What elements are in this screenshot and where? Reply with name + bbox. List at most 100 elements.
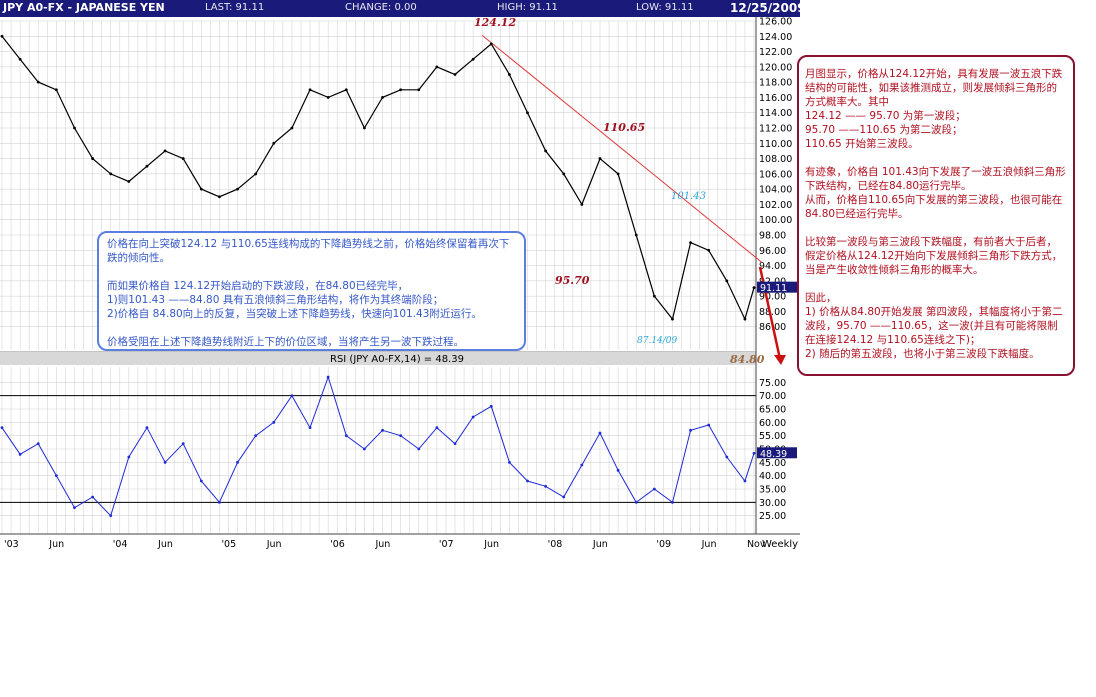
price-point [236,187,239,191]
price-point [671,317,674,321]
price-point [127,180,131,183]
rsi-point [326,375,330,379]
rsi-point [652,487,656,491]
x-tick-label: Nov [747,539,766,550]
price-point [616,172,620,176]
price-points [0,34,756,321]
rsi-title-bar [0,352,756,365]
x-tick-label: Jun [483,539,499,550]
rsi-tick-label: 45.00 [759,458,786,469]
annotation-124: 124.12 [474,17,516,29]
note-right-para: 月图显示，价格从124.12开始，具有发展一波五浪下跌结构的可能性，如果该推测成… [805,68,1063,150]
price-point [199,187,203,191]
price-point [689,241,692,245]
price-point [145,164,149,168]
x-tick-label: Jun [592,539,608,550]
price-point [18,57,22,61]
chart-header: JPY A0-FX - JAPANESE YEN LAST: 91.11 CHA… [0,0,806,17]
high-value: HIGH: 91.11 [497,2,558,13]
rsi-point [290,394,294,398]
price-point [363,126,366,130]
rsi-point [743,479,747,483]
rsi-point [344,434,348,438]
last-value: LAST: 91.11 [205,2,265,13]
price-point [752,286,756,290]
rsi-point [671,500,674,504]
price-tick-label: 96.00 [759,246,786,257]
price-point [580,203,584,206]
rsi-tick-label: 70.00 [759,391,786,402]
last-price-marker-label: 91.11 [760,283,787,294]
rsi-tick-label: 30.00 [759,498,786,509]
rsi-point [272,420,276,424]
rsi-point [580,463,584,467]
price-point [290,126,294,130]
rsi-point [0,426,4,430]
analysis-note-left: 价格在向上突破124.12 与110.65连线构成的下降趋势线之前，价格始终保留… [97,231,526,351]
price-point [399,88,403,92]
x-tick-label: Jun [48,539,64,550]
price-tick-label: 126.00 [759,17,792,28]
rsi-point [381,428,384,432]
annotation-110: 110.65 [603,121,645,134]
note-left-para: 价格受阻在上述下降趋势线附近上下的价位区域，当将产生另一波下跌过程。 [107,336,464,348]
rsi-point [91,495,95,499]
price-tick-label: 112.00 [759,124,792,135]
period-label: Weekly [762,539,798,550]
low-value: LOW: 91.11 [636,2,694,13]
change-value: CHANGE: 0.00 [345,2,417,13]
annotation-10143: 101.43 [671,191,706,202]
rsi-point [544,484,548,488]
x-tick-label: '09 [656,539,671,550]
price-point [344,88,348,92]
rsi-point [236,460,239,464]
rsi-point [435,426,439,430]
rsi-tick-label: 75.00 [759,378,786,389]
annotation-9570: 95.70 [555,274,590,287]
price-point [381,96,384,99]
symbol-title: JPY A0-FX - JAPANESE YEN [3,1,165,14]
rsi-point [417,447,421,451]
rsi-point [707,423,711,427]
x-tick-label: '08 [548,539,563,550]
price-tick-label: 98.00 [759,231,786,242]
rsi-point [689,428,692,432]
rsi-point [453,442,457,446]
price-point [489,42,493,46]
price-point [0,34,4,38]
rsi-point [634,500,638,504]
price-tick-label: 122.00 [759,47,792,58]
price-tick-label: 90.00 [759,292,786,303]
price-point [453,73,457,76]
x-tick-label: Jun [266,539,282,550]
price-point [471,57,475,61]
rsi-point [616,468,620,472]
price-tick-label: 102.00 [759,200,792,211]
price-point [91,157,95,160]
annotation-8480: 84.80 [730,353,765,366]
price-tick-label: 110.00 [759,139,792,150]
rsi-point [73,506,76,510]
rsi-point [363,447,366,451]
price-point [181,157,185,160]
rsi-point [526,479,529,483]
price-point [218,195,221,199]
price-point [254,172,258,176]
quote-date: 12/25/2009 [730,1,806,15]
price-tick-label: 114.00 [759,108,792,119]
price-tick-label: 94.00 [759,261,786,272]
rsi-point [54,474,58,478]
price-point [507,73,511,76]
price-point [435,65,439,69]
note-left-para: 价格在向上突破124.12 与110.65连线构成的下降趋势线之前，价格始终保留… [107,238,510,264]
price-tick-label: 106.00 [759,169,792,180]
rsi-point [218,500,221,504]
last-price-marker [757,281,797,293]
price-tick-label: 124.00 [759,32,792,43]
price-point [109,172,113,176]
x-tick-label: Jun [157,539,173,550]
rsi-point [598,431,602,435]
rsi-point [752,451,756,455]
rsi-point [562,495,566,499]
rsi-point [399,434,403,438]
